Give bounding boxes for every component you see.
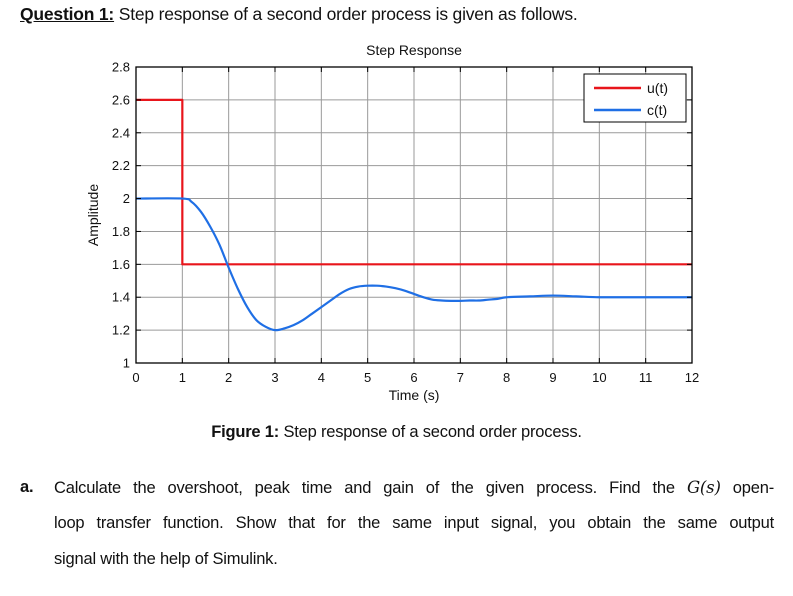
x-tick-label: 8 [503, 370, 510, 385]
y-tick-label: 1.4 [112, 290, 130, 305]
task-line-2: loop transfer function. Show that for th… [54, 514, 774, 532]
x-tick-label: 3 [271, 370, 278, 385]
chart-title: Step Response [366, 42, 462, 58]
y-tick-label: 2.2 [112, 158, 130, 173]
legend-label-u: u(t) [647, 80, 668, 96]
x-tick-label: 6 [410, 370, 417, 385]
task-line-3: signal with the help of Simulink. [54, 550, 278, 568]
x-axis-label: Time (s) [389, 387, 440, 403]
task-line-1-post: open- [720, 479, 774, 497]
task-line-1-pre: Calculate the overshoot, peak time and g… [54, 479, 687, 497]
x-tick-label: 1 [179, 370, 186, 385]
y-tick-label: 1 [123, 356, 130, 371]
chart-legend: u(t) c(t) [583, 73, 687, 123]
chart-series [135, 98, 692, 332]
x-tick-label: 7 [457, 370, 464, 385]
x-tick-label: 9 [549, 370, 556, 385]
step-response-chart: Step Response 0 1 2 3 4 5 6 7 8 9 10 11 12 11.21.41.… [85, 42, 699, 403]
series-ct-line [135, 197, 692, 332]
x-tick-label: 10 [592, 370, 606, 385]
chart-ticks [135, 66, 693, 364]
x-tick-labels: 0 1 2 3 4 5 6 7 8 9 10 11 12 [132, 370, 699, 385]
y-tick-label: 1.8 [112, 224, 130, 239]
x-tick-label: 2 [225, 370, 232, 385]
x-tick-label: 5 [364, 370, 371, 385]
question-heading: Question 1: Step response of a second or… [20, 4, 578, 25]
y-tick-label: 2.4 [112, 125, 130, 140]
figure-caption: Figure 1: Step response of a second orde… [0, 423, 793, 442]
legend-box [583, 73, 687, 123]
figure-caption-text: Step response of a second order process. [279, 423, 582, 441]
x-tick-label: 0 [132, 370, 139, 385]
x-tick-label: 4 [318, 370, 325, 385]
x-tick-label: 11 [639, 370, 653, 385]
y-tick-label: 1.2 [112, 323, 130, 338]
task-marker: a. [20, 478, 34, 496]
task-line-1: Calculate the overshoot, peak time and g… [54, 478, 774, 498]
figure-label: Figure 1: [211, 423, 280, 441]
y-tick-label: 2.8 [112, 60, 130, 75]
y-tick-label: 1.6 [112, 257, 130, 272]
question-label: Question 1: [20, 4, 115, 24]
y-tick-label: 2 [123, 191, 130, 206]
question-text: Step response of a second order process … [114, 4, 578, 24]
legend-label-c: c(t) [647, 102, 667, 118]
transfer-function-symbol: G(s) [686, 478, 721, 497]
x-tick-label: 12 [685, 370, 699, 385]
y-axis-label: Amplitude [85, 184, 101, 246]
y-tick-labels: 1 1.2 1.4 1.6 1.8 2 2.2 2.4 2.6 2.8 [112, 60, 130, 371]
y-tick-label: 2.6 [112, 92, 130, 107]
series-ut-line [136, 98, 692, 266]
